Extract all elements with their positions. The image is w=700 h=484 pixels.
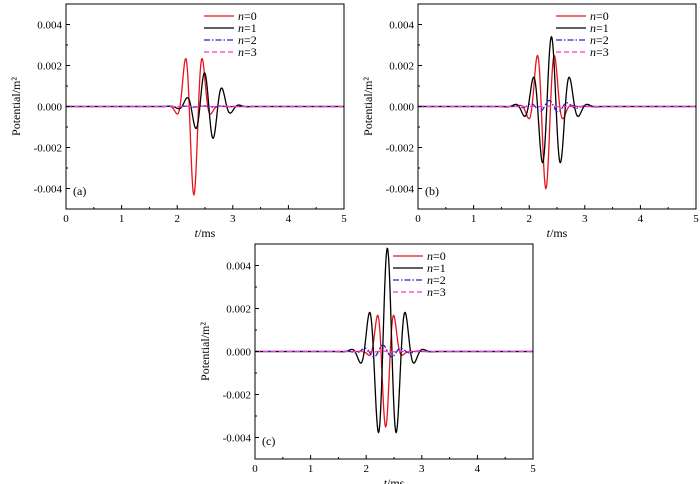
x-tick-label: 0 bbox=[63, 213, 69, 225]
chart-panel-c: 0 1 2 3 4 5 -0.004 -0.002 0.000 0.002 0.004 t/ms Pot… bbox=[198, 243, 536, 484]
y-tick-label: -0.004 bbox=[223, 433, 252, 445]
x-tick-label: 2 bbox=[363, 463, 369, 475]
x-tick-label: 3 bbox=[582, 213, 588, 225]
y-tick-label: 0.002 bbox=[226, 304, 251, 316]
legend-label: n=0 bbox=[590, 9, 609, 23]
y-tick-label: 0.000 bbox=[37, 102, 62, 114]
y-tick-label: 0.002 bbox=[389, 61, 414, 73]
x-tick-label: 3 bbox=[419, 463, 425, 475]
series-line-n3 bbox=[255, 350, 533, 353]
panel-label: (c) bbox=[262, 434, 275, 448]
x-tick-label: 5 bbox=[341, 213, 347, 225]
series-line-n1 bbox=[418, 35, 696, 164]
x-tick-label: 2 bbox=[174, 213, 180, 225]
y-tick-label: -0.002 bbox=[386, 143, 414, 155]
x-tick-label: 1 bbox=[471, 213, 477, 225]
y-axis-title: Potential/m² bbox=[198, 322, 212, 381]
chart-panel-a: 0 1 2 3 4 5 -0.004 -0.002 0.000 0.002 0.004 t/ms Pot… bbox=[9, 3, 347, 240]
y-tick-label: 0.000 bbox=[389, 102, 414, 114]
legend: n=0n=1n=2n=3 bbox=[393, 249, 446, 299]
y-tick-label: -0.002 bbox=[223, 390, 251, 402]
legend-label: n=2 bbox=[590, 33, 609, 47]
x-tick-label: 5 bbox=[693, 213, 699, 225]
x-tick-label: 4 bbox=[286, 213, 292, 225]
y-tick-label: 0.004 bbox=[226, 261, 251, 273]
series-line-n0 bbox=[66, 58, 344, 196]
x-tick-label: 3 bbox=[230, 213, 236, 225]
x-tick-label: 2 bbox=[526, 213, 532, 225]
legend-label: n=3 bbox=[427, 285, 446, 299]
legend-label: n=1 bbox=[238, 21, 257, 35]
y-tick-label: 0.000 bbox=[226, 347, 251, 359]
series-line-n2 bbox=[255, 344, 533, 358]
x-tick-label: 4 bbox=[475, 463, 481, 475]
panel-label: (a) bbox=[73, 184, 86, 198]
x-tick-label: 1 bbox=[308, 463, 314, 475]
chart-panel-b: 0 1 2 3 4 5 -0.004 -0.002 0.000 0.002 0.004 t/ms Pot… bbox=[361, 3, 699, 240]
panel-label: (b) bbox=[425, 184, 439, 198]
legend-label: n=3 bbox=[238, 45, 257, 59]
series-line-n2 bbox=[418, 99, 696, 113]
legend-label: n=2 bbox=[427, 273, 446, 287]
legend-label: n=2 bbox=[238, 33, 257, 47]
legend: n=0n=1n=2n=3 bbox=[556, 9, 609, 59]
x-tick-label: 4 bbox=[638, 213, 644, 225]
x-axis-title: t/ms bbox=[195, 226, 216, 240]
legend: n=0n=1n=2n=3 bbox=[204, 9, 257, 59]
legend-label: n=3 bbox=[590, 45, 609, 59]
y-tick-label: -0.002 bbox=[34, 143, 62, 155]
legend-label: n=1 bbox=[427, 261, 446, 275]
x-tick-label: 0 bbox=[415, 213, 421, 225]
y-tick-label: 0.004 bbox=[389, 20, 414, 32]
y-tick-label: 0.002 bbox=[37, 61, 62, 73]
y-tick-label: -0.004 bbox=[34, 184, 63, 196]
y-tick-label: 0.004 bbox=[37, 20, 62, 32]
y-tick-label: -0.004 bbox=[386, 184, 415, 196]
x-tick-label: 0 bbox=[252, 463, 258, 475]
legend-label: n=0 bbox=[427, 249, 446, 263]
y-axis-title: Potential/m² bbox=[9, 77, 23, 136]
series-line-n1 bbox=[255, 247, 533, 434]
y-axis-title: Potential/m² bbox=[361, 77, 375, 136]
x-axis-title: t/ms bbox=[384, 476, 405, 484]
x-tick-label: 5 bbox=[530, 463, 536, 475]
legend-label: n=0 bbox=[238, 9, 257, 23]
x-axis-title: t/ms bbox=[547, 226, 568, 240]
x-tick-label: 1 bbox=[119, 213, 125, 225]
legend-label: n=1 bbox=[590, 21, 609, 35]
series-line-n3 bbox=[418, 105, 696, 108]
